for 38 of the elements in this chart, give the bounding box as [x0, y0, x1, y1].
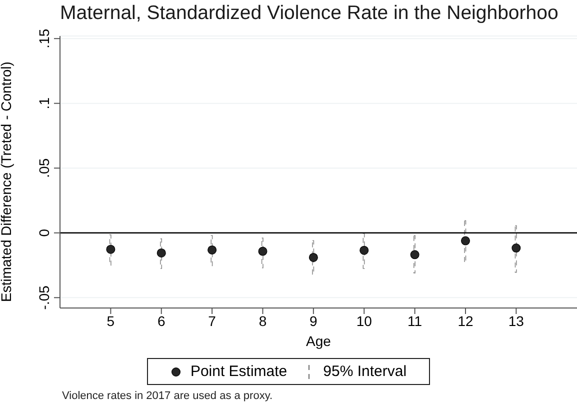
x-tick-label: 7 [208, 312, 216, 329]
x-tick-label: 5 [106, 312, 115, 329]
point [208, 245, 217, 254]
point [258, 246, 268, 256]
bar [261, 238, 264, 268]
legend-label: Point Estimate [190, 363, 288, 380]
bar [514, 225, 517, 273]
point [410, 250, 420, 260]
x-tick-label: 6 [157, 312, 166, 329]
x-tick-label: 12 [458, 312, 474, 329]
y-axis-title: Estimated Difference (Treted - Control) [0, 62, 14, 302]
y-tick-label: .05 [36, 158, 52, 178]
point [156, 248, 166, 258]
y-tick-label: .1 [36, 97, 52, 110]
x-axis-title: Age [306, 333, 332, 349]
point [106, 244, 116, 254]
legend-label: 95% Interval [323, 363, 407, 380]
bar [210, 235, 213, 266]
bar [160, 238, 162, 269]
point [360, 246, 369, 255]
point [460, 236, 470, 246]
x-tick-label: 10 [356, 312, 372, 329]
x-tick-label: 8 [258, 312, 267, 329]
bar [464, 220, 466, 264]
chart-title: Maternal, Standardized Violence Rate in the Neighborhoo [60, 2, 558, 25]
y-tick-label: .15 [36, 28, 52, 48]
bar [362, 233, 365, 269]
text: Violence rates in 2017 are used as a proxy. [62, 390, 273, 402]
x-tick-label: 13 [508, 312, 524, 329]
x-tick-label: 11 [408, 312, 422, 329]
y-tick-label: -.05 [36, 285, 52, 310]
y-tick-label: 0 [36, 228, 52, 237]
point [308, 252, 318, 262]
bar [413, 235, 416, 274]
x-tick-label: 9 [310, 312, 318, 329]
bar [109, 234, 112, 266]
bar [312, 240, 314, 275]
point [512, 244, 521, 253]
